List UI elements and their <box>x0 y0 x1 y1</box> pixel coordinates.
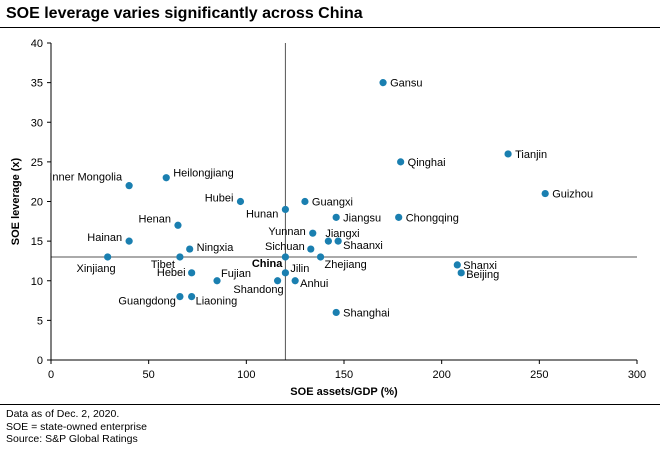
data-point-label: Yunnan <box>268 226 305 238</box>
data-point <box>324 237 332 245</box>
data-point <box>186 245 194 253</box>
data-point-label: Liaoning <box>196 296 238 308</box>
data-point-label: Hebei <box>157 267 186 279</box>
data-point <box>397 158 405 166</box>
data-point-label: Jilin <box>290 263 309 275</box>
data-point <box>176 293 184 301</box>
data-point-label: Jiangsu <box>343 212 381 224</box>
data-point <box>309 229 317 237</box>
data-point <box>174 221 182 229</box>
data-point-label: Tianjin <box>515 149 547 161</box>
data-point <box>281 269 289 277</box>
data-point-label: Shaanxi <box>343 240 383 252</box>
y-tick-label: 10 <box>31 276 43 288</box>
title-divider <box>0 27 660 28</box>
data-point <box>453 261 461 269</box>
data-point <box>188 269 196 277</box>
x-tick-label: 200 <box>432 369 450 381</box>
y-tick-label: 0 <box>37 355 43 367</box>
data-point-label: Inner Mongolia <box>49 172 123 184</box>
y-tick-label: 5 <box>37 315 43 327</box>
data-point-label: Chongqing <box>406 212 459 224</box>
x-axis-label: SOE assets/GDP (%) <box>290 386 398 398</box>
data-point-label: Guangdong <box>118 296 176 308</box>
x-tick-label: 150 <box>335 369 353 381</box>
data-point <box>281 205 289 214</box>
data-point <box>316 253 325 261</box>
footnote-definition: SOE = state-owned enterprise <box>6 420 147 433</box>
data-point <box>125 237 133 245</box>
data-point-label: Hainan <box>87 232 122 244</box>
data-point <box>301 197 309 206</box>
data-point-label: China <box>252 258 283 270</box>
data-point <box>541 189 549 198</box>
data-point-label: Guizhou <box>552 189 593 201</box>
data-point <box>236 197 245 206</box>
y-tick-label: 15 <box>31 236 43 248</box>
y-tick-label: 35 <box>31 78 43 90</box>
data-point <box>457 269 465 277</box>
data-point-label: Tibet <box>151 259 175 271</box>
footnote-source: Source: S&P Global Ratings <box>6 433 138 445</box>
data-point <box>332 308 340 317</box>
y-tick-label: 20 <box>31 197 43 209</box>
data-point <box>125 182 133 190</box>
data-point <box>213 277 221 285</box>
data-point <box>291 277 299 285</box>
data-point-label: Hunan <box>246 208 278 220</box>
x-tick-label: 50 <box>143 369 155 381</box>
data-point <box>273 277 282 285</box>
data-point-label: Fujian <box>221 268 251 280</box>
data-point <box>332 213 340 221</box>
data-point-label: Gansu <box>390 78 422 90</box>
footnote-divider <box>0 404 660 405</box>
data-point <box>162 174 170 182</box>
data-point <box>104 253 112 261</box>
data-point <box>334 237 342 245</box>
y-tick-label: 25 <box>31 157 43 169</box>
y-tick-label: 30 <box>31 117 43 129</box>
y-tick-label: 40 <box>31 38 43 50</box>
data-point-label: Shanghai <box>343 307 390 319</box>
x-tick-label: 300 <box>628 369 646 381</box>
data-point-label: Zhejiang <box>325 259 367 271</box>
data-point <box>281 253 289 261</box>
data-point-label: Xinjiang <box>77 263 116 275</box>
data-point <box>188 293 196 301</box>
data-point <box>395 213 403 221</box>
data-point-label: Guangxi <box>312 197 353 209</box>
x-tick-label: 0 <box>48 369 54 381</box>
footnote-date: Data as of Dec. 2, 2020. <box>6 408 120 420</box>
y-axis-label: SOE leverage (x) <box>10 157 22 245</box>
data-point-label: Beijing <box>466 269 499 281</box>
x-tick-label: 250 <box>530 369 548 381</box>
chart-title: SOE leverage varies significantly across… <box>6 5 363 22</box>
data-point-label: Henan <box>139 213 171 225</box>
data-point-label: Qinghai <box>408 157 446 169</box>
data-point <box>307 245 315 253</box>
data-point <box>176 253 184 261</box>
data-point-label: Sichuan <box>265 241 305 253</box>
footnotes: Data as of Dec. 2, 2020. SOE = state-own… <box>6 408 147 446</box>
data-point <box>504 150 512 158</box>
data-point-label: Shandong <box>233 284 283 296</box>
x-tick-label: 100 <box>237 369 255 381</box>
data-point-label: Hubei <box>205 193 234 205</box>
data-point <box>379 79 387 87</box>
data-point-label: Heilongjiang <box>173 168 234 180</box>
data-point-label: Ningxia <box>197 242 235 254</box>
scatter-chart: 0 50 100 150 200 250 300 0 5 10 15 20 25 30 35 40 SOE as… <box>10 38 646 398</box>
data-point-label: Jiangxi <box>325 228 359 240</box>
data-point-label: Anhui <box>300 278 328 290</box>
data-point-label: Shanxi <box>463 260 497 272</box>
